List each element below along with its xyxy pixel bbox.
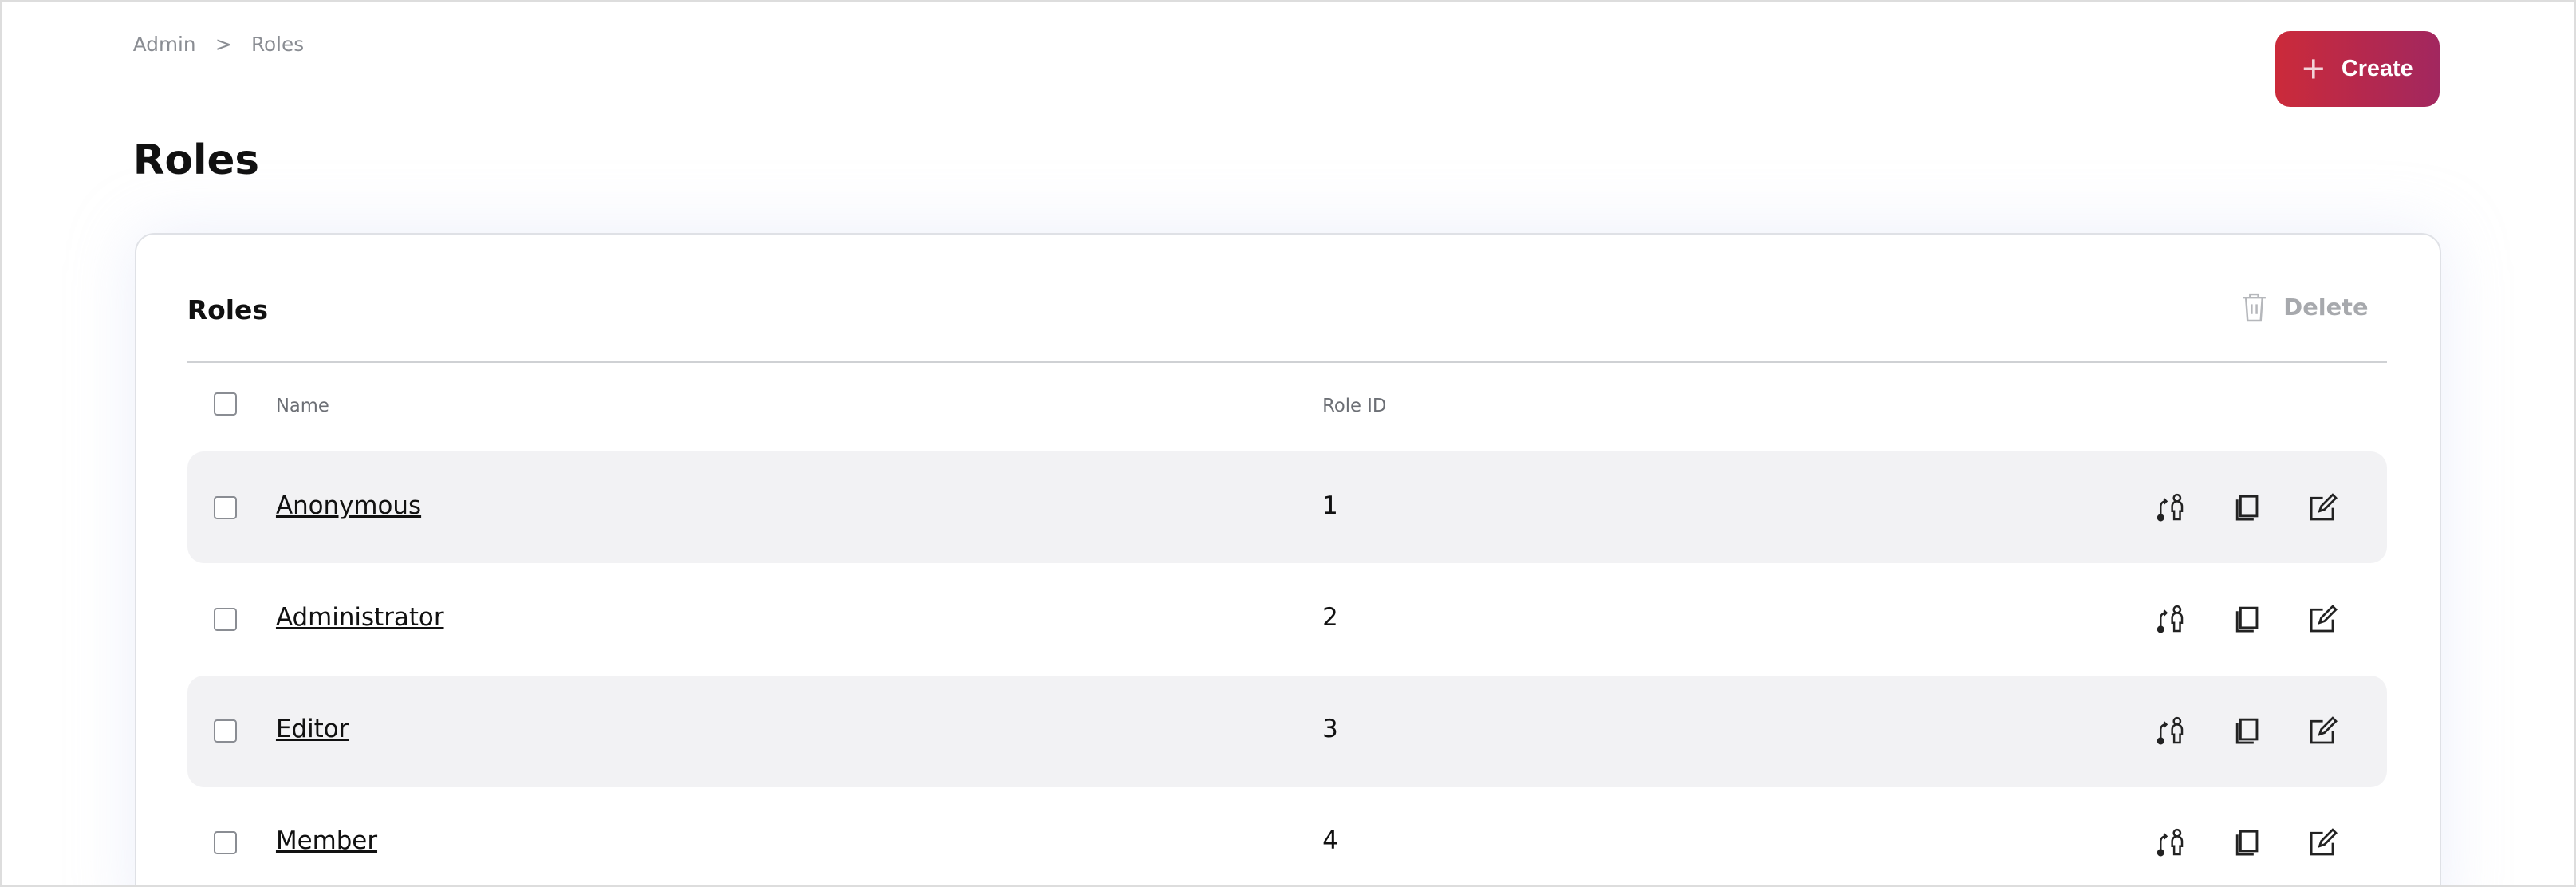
role-id: 4 xyxy=(1322,826,1338,856)
assign-user-icon[interactable] xyxy=(2154,491,2187,524)
assign-user-icon[interactable] xyxy=(2154,603,2187,636)
breadcrumb-admin[interactable]: Admin xyxy=(132,33,196,57)
row-checkbox[interactable] xyxy=(213,719,237,743)
breadcrumb-roles: Roles xyxy=(250,33,305,57)
row-checkbox[interactable] xyxy=(213,495,237,519)
table-row: Anonymous 1 xyxy=(187,451,2388,564)
table-row: Member 4 xyxy=(187,787,2387,886)
table-row: Editor 3 xyxy=(187,675,2388,787)
role-name-link[interactable]: Editor xyxy=(275,714,349,743)
breadcrumb-separator: > xyxy=(215,33,232,57)
edit-icon[interactable] xyxy=(2306,715,2339,747)
create-label: Create xyxy=(2341,55,2413,81)
plus-icon: + xyxy=(2302,46,2326,91)
role-name-link[interactable]: Member xyxy=(275,826,378,856)
copy-icon[interactable] xyxy=(2231,491,2263,524)
select-all-checkbox[interactable] xyxy=(213,392,237,416)
column-name[interactable]: Name xyxy=(275,396,329,417)
copy-icon[interactable] xyxy=(2231,603,2263,636)
assign-user-icon[interactable] xyxy=(2154,826,2187,859)
table-header: Name Role ID xyxy=(187,392,2387,432)
card-title: Roles xyxy=(187,294,268,325)
role-name-link[interactable]: Administrator xyxy=(275,602,444,632)
role-id: 1 xyxy=(1322,491,1338,520)
assign-user-icon[interactable] xyxy=(2154,715,2187,747)
delete-button[interactable]: Delete xyxy=(2241,293,2369,322)
column-role-id[interactable]: Role ID xyxy=(1322,396,1387,417)
page-title: Roles xyxy=(132,136,260,184)
breadcrumb: Admin > Roles xyxy=(133,33,317,56)
role-name-link[interactable]: Anonymous xyxy=(275,491,422,520)
roles-card: Roles Delete Name Role ID Anonymous 1 Ad… xyxy=(134,233,2441,886)
table-row: Administrator 2 xyxy=(187,563,2387,675)
edit-icon[interactable] xyxy=(2306,491,2339,524)
create-button[interactable]: + Create xyxy=(2275,31,2440,107)
row-checkbox[interactable] xyxy=(213,831,237,855)
trash-icon xyxy=(2242,293,2266,321)
role-id: 3 xyxy=(1322,714,1338,743)
role-id: 2 xyxy=(1322,602,1338,632)
copy-icon[interactable] xyxy=(2231,715,2263,747)
divider xyxy=(187,361,2388,364)
copy-icon[interactable] xyxy=(2231,826,2263,859)
row-checkbox[interactable] xyxy=(213,608,237,631)
edit-icon[interactable] xyxy=(2306,826,2339,859)
edit-icon[interactable] xyxy=(2306,603,2339,636)
delete-label: Delete xyxy=(2283,294,2369,321)
